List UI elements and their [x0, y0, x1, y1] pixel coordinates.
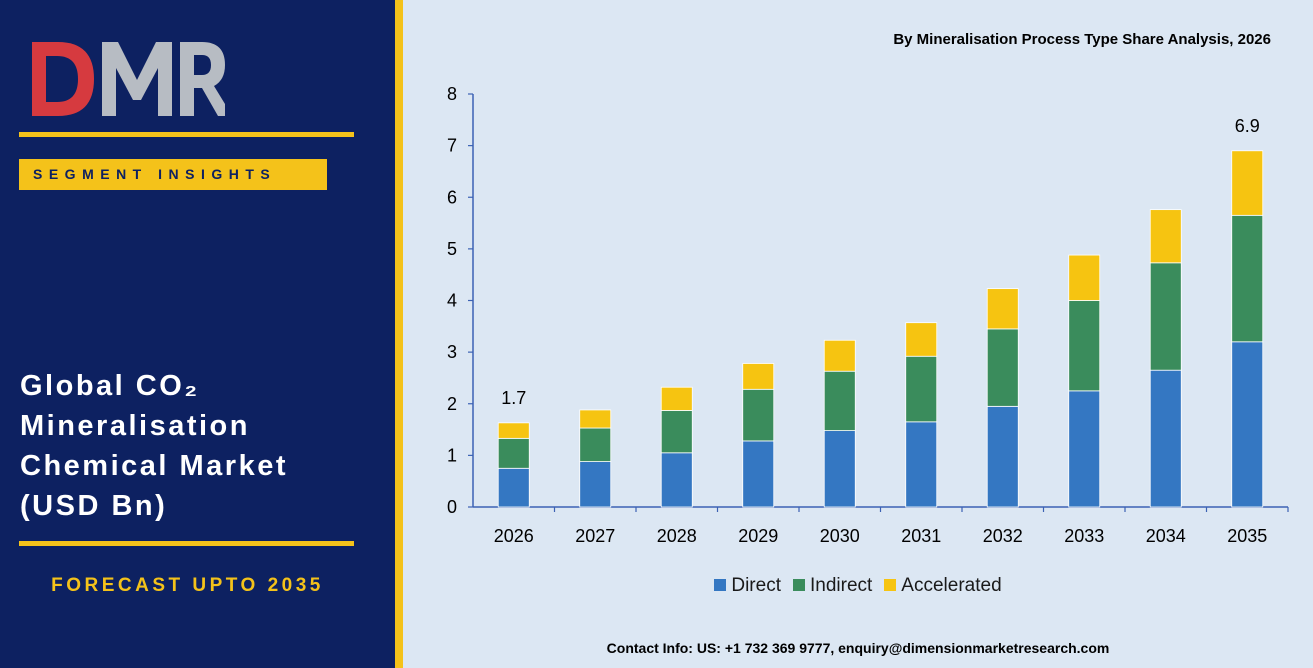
- x-tick-label: 2032: [983, 526, 1023, 546]
- bar-segment-accelerated: [660, 386, 693, 411]
- y-tick-label: 0: [447, 497, 457, 517]
- bar-segment-direct: [1149, 369, 1182, 508]
- y-tick-label: 2: [447, 394, 457, 414]
- bar-segment-indirect: [986, 328, 1019, 407]
- x-tick-label: 2030: [820, 526, 860, 546]
- bar-segment-accelerated: [1231, 150, 1264, 216]
- stacked-bar-chart: 0 1 2 3 4 5 6 7 8 2026 2027 2028 2029 2030 2031 2032 203…: [447, 84, 1289, 546]
- bar-segment-direct: [660, 452, 693, 508]
- bar-segment-accelerated: [1068, 254, 1101, 301]
- contact-info: Contact Info: US: +1 732 369 9777, enqui…: [606, 640, 1110, 656]
- x-tick-label: 2031: [901, 526, 941, 546]
- data-label: 6.9: [1235, 116, 1260, 136]
- bar-segment-accelerated: [905, 322, 938, 357]
- x-tick-label: 2028: [657, 526, 697, 546]
- report-title: Global CO₂ Mineralisation Chemical Marke…: [20, 370, 288, 522]
- chart-legend: Direct Indirect Accelerated: [403, 575, 1313, 597]
- segment-insights-badge: SEGMENT INSIGHTS: [19, 159, 327, 190]
- bar-segment-indirect: [1231, 214, 1264, 343]
- bar-segment-accelerated: [823, 339, 856, 372]
- bar-segment-direct: [905, 421, 938, 508]
- bar-segment-indirect: [742, 388, 775, 442]
- data-label: 1.7: [501, 388, 526, 408]
- bar-segment-direct: [1231, 341, 1264, 508]
- x-tick-label: 2035: [1227, 526, 1267, 546]
- x-tick-label: 2034: [1146, 526, 1186, 546]
- bar-segment-indirect: [905, 355, 938, 423]
- chart-area: By Mineralisation Process Type Share Ana…: [403, 0, 1313, 668]
- x-tick-label: 2027: [575, 526, 615, 546]
- bar-segment-direct: [497, 467, 530, 508]
- y-tick-label: 5: [447, 239, 457, 259]
- bar-segment-direct: [1068, 390, 1101, 508]
- y-tick-label: 6: [447, 187, 457, 207]
- legend-label: Indirect: [809, 575, 873, 596]
- bar-segment-indirect: [1149, 262, 1182, 371]
- y-tick-label: 3: [447, 342, 457, 362]
- y-tick-label: 4: [447, 291, 457, 311]
- legend-label: Direct: [731, 575, 781, 596]
- bar-segment-indirect: [497, 437, 530, 469]
- panel-divider: [395, 0, 403, 668]
- bar-segment-direct: [579, 461, 612, 508]
- chart-title: By Mineralisation Process Type Share Ana…: [893, 31, 1271, 48]
- legend-item-accelerated: Accelerated: [884, 575, 1002, 597]
- left-panel: SEGMENT INSIGHTS Global CO₂ Mineralisati…: [0, 0, 395, 668]
- top-rule: [19, 132, 354, 137]
- x-tick-label: 2026: [494, 526, 534, 546]
- legend-item-indirect: Indirect: [792, 575, 873, 597]
- bar-segment-accelerated: [742, 363, 775, 390]
- legend-item-direct: Direct: [714, 575, 781, 597]
- legend-swatch: [792, 579, 805, 591]
- bar-segment-direct: [823, 430, 856, 508]
- bar-segment-indirect: [660, 410, 693, 454]
- bar-segment-direct: [986, 405, 1019, 508]
- x-tick-label: 2029: [738, 526, 778, 546]
- bar-segment-accelerated: [1149, 209, 1182, 264]
- legend-swatch: [714, 579, 727, 591]
- bottom-rule: [19, 541, 354, 546]
- bar-segment-accelerated: [579, 409, 612, 429]
- bar-segment-indirect: [579, 427, 612, 462]
- dmr-logo: [32, 42, 225, 116]
- legend-label: Accelerated: [901, 575, 1002, 596]
- y-tick-label: 8: [447, 84, 457, 104]
- x-tick-label: 2033: [1064, 526, 1104, 546]
- bar-segment-indirect: [823, 370, 856, 431]
- forecast-label: FORECAST UPTO 2035: [51, 575, 324, 596]
- bar-segment-indirect: [1068, 300, 1101, 392]
- bar-segment-accelerated: [986, 288, 1019, 330]
- y-tick-label: 7: [447, 136, 457, 156]
- legend-swatch: [884, 579, 897, 591]
- y-tick-label: 1: [447, 445, 457, 465]
- bar-segment-accelerated: [497, 422, 530, 439]
- bar-segment-direct: [742, 440, 775, 508]
